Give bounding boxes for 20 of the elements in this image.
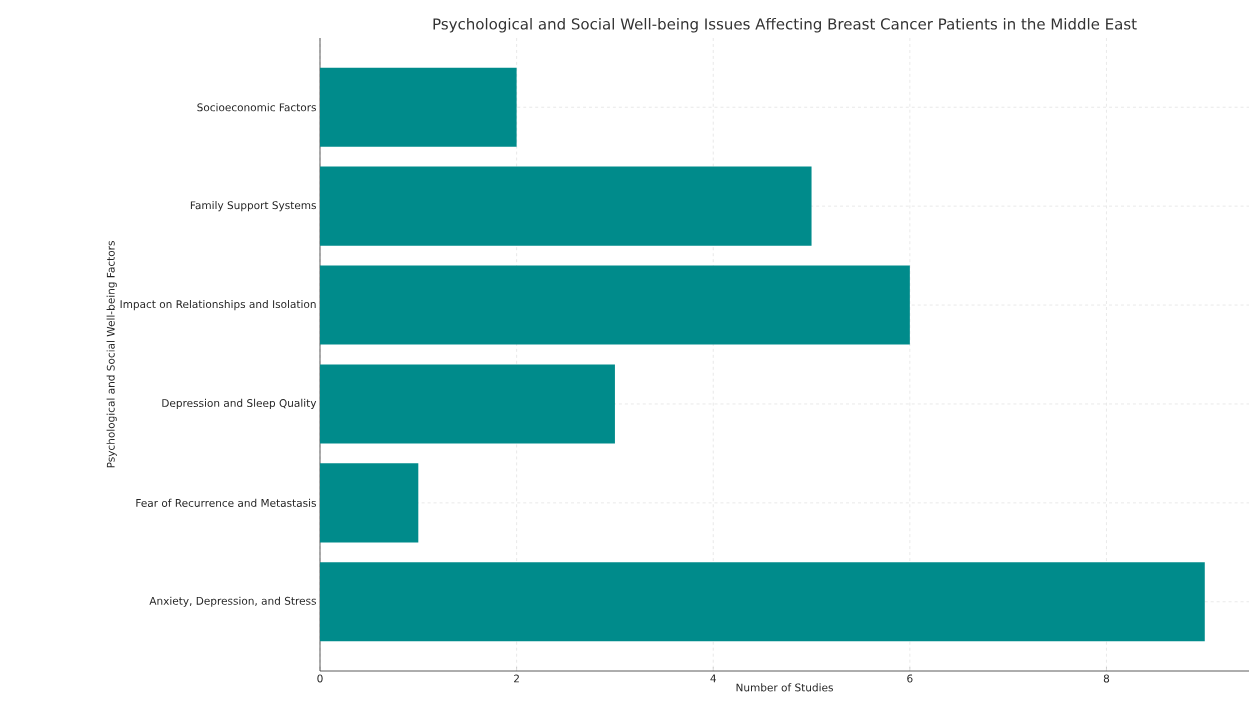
y-tick-label: Depression and Sleep Quality xyxy=(162,398,317,410)
bar xyxy=(320,364,615,444)
bar xyxy=(320,265,910,345)
y-tick-label: Family Support Systems xyxy=(190,201,316,212)
x-tick-label: 0 xyxy=(317,674,323,683)
bar xyxy=(320,562,1205,642)
chart-title: Psychological and Social Well-being Issues Affecting Breast Cancer Patients in the Middle East xyxy=(433,17,1137,33)
bar xyxy=(320,67,517,147)
x-tick-label: 2 xyxy=(514,674,519,683)
y-axis-title: Psychological and Social Well-being Factors xyxy=(106,241,117,468)
bar xyxy=(320,166,812,246)
y-tick-label: Socioeconomic Factors xyxy=(197,103,316,112)
x-tick-label: 6 xyxy=(907,674,913,683)
x-tick-label: 8 xyxy=(1103,674,1110,683)
x-tick-label: 4 xyxy=(710,674,716,683)
bar xyxy=(320,463,419,543)
x-axis-title: Number of Studies xyxy=(736,683,833,692)
y-tick-label: Anxiety, Depression, and Stress xyxy=(149,596,316,607)
y-tick-label: Impact on Relationships and Isolation xyxy=(120,299,316,311)
y-tick-label: Fear of Recurrence and Metastasis xyxy=(136,498,316,507)
